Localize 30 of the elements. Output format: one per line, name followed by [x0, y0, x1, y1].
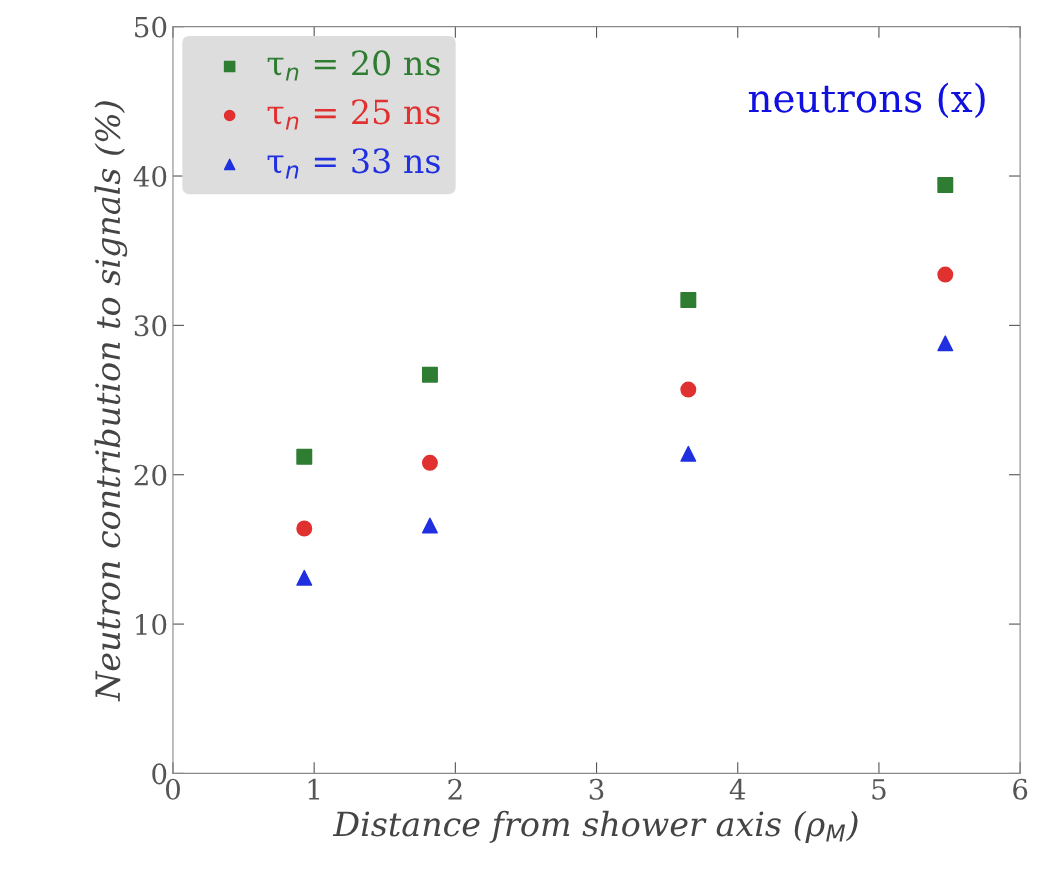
y-tick-label: 40 [133, 165, 167, 187]
y-tick-label: 50 [135, 16, 167, 38]
y-axis-title: Neutron contribution to signals (%) [94, 101, 128, 702]
x-tick-label: 3 [589, 778, 604, 800]
legend-label: τ$_{n}$ = 20 ns [267, 50, 440, 81]
point [937, 266, 954, 283]
point [421, 366, 438, 383]
point [296, 448, 313, 465]
legend-label: τ$_{n}$ = 25 ns [267, 99, 440, 130]
point [421, 517, 438, 534]
point [296, 520, 313, 537]
point [680, 381, 697, 398]
y-tick-label: 0 [152, 763, 167, 785]
point [421, 454, 438, 471]
x-axis-title: Distance from shower axis (ρ$_{M}$) [332, 810, 858, 843]
x-tick-label: 2 [448, 778, 462, 800]
point [680, 292, 697, 308]
x-tick-label: 6 [1013, 778, 1028, 800]
point [937, 335, 954, 352]
y-tick-label: 30 [134, 315, 167, 337]
legend-label: τ$_{n}$ = 33 ns [267, 148, 440, 179]
point [296, 569, 313, 586]
x-tick-label: 1 [308, 778, 320, 800]
annotation: neutrons (x) [748, 82, 985, 119]
x-tick-label: 4 [729, 778, 746, 800]
y-tick-label: 20 [134, 464, 167, 486]
x-tick-label: 5 [872, 779, 886, 800]
point [680, 445, 697, 462]
y-tick-label: 10 [136, 614, 167, 636]
point [937, 177, 954, 193]
